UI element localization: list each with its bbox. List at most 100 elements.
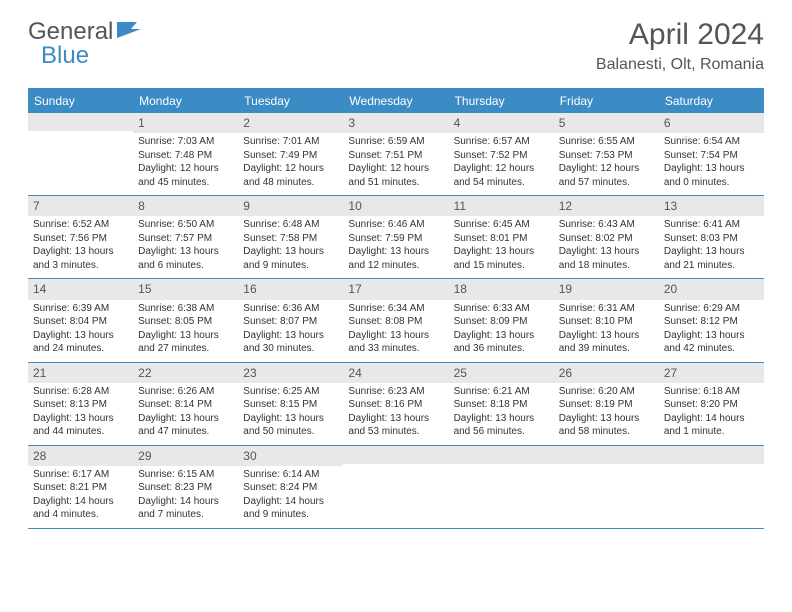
day-cell: 15Sunrise: 6:38 AMSunset: 8:05 PMDayligh… [133,279,238,361]
day-line: Sunrise: 6:41 AM [664,218,759,232]
day-body: Sunrise: 6:46 AMSunset: 7:59 PMDaylight:… [343,216,448,278]
day-line: Daylight: 13 hours and 44 minutes. [33,412,128,439]
day-number: 20 [659,279,764,299]
month-title: April 2024 [596,18,764,52]
day-line: Sunset: 7:59 PM [348,232,443,246]
day-number: 28 [28,446,133,466]
day-line: Sunrise: 6:48 AM [243,218,338,232]
day-line: Daylight: 13 hours and 21 minutes. [664,245,759,272]
day-number: 29 [133,446,238,466]
title-block: April 2024 Balanesti, Olt, Romania [596,18,764,74]
day-line: Sunset: 7:54 PM [664,149,759,163]
day-cell: 25Sunrise: 6:21 AMSunset: 8:18 PMDayligh… [449,363,554,445]
day-body: Sunrise: 6:59 AMSunset: 7:51 PMDaylight:… [343,133,448,195]
day-line: Sunset: 7:49 PM [243,149,338,163]
day-line: Sunrise: 6:34 AM [348,302,443,316]
day-line: Sunset: 8:08 PM [348,315,443,329]
day-body: Sunrise: 6:39 AMSunset: 8:04 PMDaylight:… [28,300,133,362]
day-number: 9 [238,196,343,216]
day-line: Daylight: 13 hours and 30 minutes. [243,329,338,356]
day-number: 24 [343,363,448,383]
day-number: 12 [554,196,659,216]
day-line: Sunset: 8:20 PM [664,398,759,412]
day-number: 26 [554,363,659,383]
day-line: Sunset: 8:15 PM [243,398,338,412]
day-body: Sunrise: 6:33 AMSunset: 8:09 PMDaylight:… [449,300,554,362]
day-number: 5 [554,113,659,133]
day-number: 30 [238,446,343,466]
day-cell: 16 Sunrise: 6:36 AMSunset: 8:07 PMDayligh… [238,279,343,361]
day-line: Daylight: 13 hours and 18 minutes. [559,245,654,272]
day-line: Sunrise: 6:14 AM [243,468,338,482]
day-line: Daylight: 13 hours and 9 minutes. [243,245,338,272]
day-cell: 12Sunrise: 6:43 AMSunset: 8:02 PMDayligh… [554,196,659,278]
day-line: Sunset: 8:23 PM [138,481,233,495]
day-body: Sunrise: 6:20 AMSunset: 8:19 PMDaylight:… [554,383,659,445]
day-line: Daylight: 13 hours and 47 minutes. [138,412,233,439]
day-header-tue: Tuesday [238,89,343,113]
day-number: 21 [28,363,133,383]
week-row: 14Sunrise: 6:39 AMSunset: 8:04 PMDayligh… [28,279,764,362]
day-cell: 11Sunrise: 6:45 AMSunset: 8:01 PMDayligh… [449,196,554,278]
day-cell: 18Sunrise: 6:33 AMSunset: 8:09 PMDayligh… [449,279,554,361]
day-number: 1 [133,113,238,133]
day-cell: 10Sunrise: 6:46 AMSunset: 7:59 PMDayligh… [343,196,448,278]
day-line: Sunrise: 6:57 AM [454,135,549,149]
day-number [28,113,133,131]
day-header-row: Sunday Monday Tuesday Wednesday Thursday… [28,89,764,113]
day-line: Sunrise: 6:52 AM [33,218,128,232]
day-cell: 17Sunrise: 6:34 AMSunset: 8:08 PMDayligh… [343,279,448,361]
day-line: Sunset: 7:57 PM [138,232,233,246]
day-number: 10 [343,196,448,216]
day-line: Sunrise: 6:59 AM [348,135,443,149]
day-cell: 24Sunrise: 6:23 AMSunset: 8:16 PMDayligh… [343,363,448,445]
day-cell: 19Sunrise: 6:31 AMSunset: 8:10 PMDayligh… [554,279,659,361]
day-line: Sunrise: 6:33 AM [454,302,549,316]
day-line: Daylight: 14 hours and 1 minute. [664,412,759,439]
day-cell [554,446,659,528]
day-body: Sunrise: 6:17 AMSunset: 8:21 PMDaylight:… [28,466,133,528]
day-body: Sunrise: 6:48 AMSunset: 7:58 PMDaylight:… [238,216,343,278]
day-header-mon: Monday [133,89,238,113]
calendar: Sunday Monday Tuesday Wednesday Thursday… [28,88,764,529]
day-cell: 9Sunrise: 6:48 AMSunset: 7:58 PMDaylight… [238,196,343,278]
day-line: Sunrise: 6:36 AM [243,302,338,316]
day-body: Sunrise: 6:23 AMSunset: 8:16 PMDaylight:… [343,383,448,445]
day-line: Sunset: 8:07 PM [243,315,338,329]
day-cell: 7Sunrise: 6:52 AMSunset: 7:56 PMDaylight… [28,196,133,278]
day-line: Sunrise: 6:55 AM [559,135,654,149]
day-line: Sunset: 8:04 PM [33,315,128,329]
day-line: Sunrise: 6:46 AM [348,218,443,232]
day-body: Sunrise: 6:50 AMSunset: 7:57 PMDaylight:… [133,216,238,278]
day-line: Daylight: 14 hours and 7 minutes. [138,495,233,522]
day-line: Sunrise: 6:50 AM [138,218,233,232]
day-line: Daylight: 14 hours and 9 minutes. [243,495,338,522]
day-number: 7 [28,196,133,216]
day-body [659,464,764,520]
week-row: 1Sunrise: 7:03 AMSunset: 7:48 PMDaylight… [28,113,764,196]
day-line: Sunset: 8:18 PM [454,398,549,412]
day-line: Daylight: 13 hours and 6 minutes. [138,245,233,272]
day-line: Sunrise: 6:28 AM [33,385,128,399]
logo: General Blue [28,18,143,46]
day-line: Daylight: 13 hours and 36 minutes. [454,329,549,356]
day-body: Sunrise: 6:26 AMSunset: 8:14 PMDaylight:… [133,383,238,445]
day-line: Sunset: 7:56 PM [33,232,128,246]
day-line: Sunrise: 7:03 AM [138,135,233,149]
day-number [449,446,554,464]
day-line: Daylight: 13 hours and 0 minutes. [664,162,759,189]
day-body: Sunrise: 6:14 AMSunset: 8:24 PMDaylight:… [238,466,343,528]
day-line: Sunrise: 6:25 AM [243,385,338,399]
day-body: Sunrise: 7:01 AMSunset: 7:49 PMDaylight:… [238,133,343,195]
day-line: Daylight: 13 hours and 58 minutes. [559,412,654,439]
day-body: Sunrise: 6:29 AMSunset: 8:12 PMDaylight:… [659,300,764,362]
day-line: Daylight: 13 hours and 42 minutes. [664,329,759,356]
day-line: Sunset: 7:53 PM [559,149,654,163]
day-cell: 21Sunrise: 6:28 AMSunset: 8:13 PMDayligh… [28,363,133,445]
day-cell: 22Sunrise: 6:26 AMSunset: 8:14 PMDayligh… [133,363,238,445]
day-line: Sunset: 7:51 PM [348,149,443,163]
day-body: Sunrise: 6:45 AMSunset: 8:01 PMDaylight:… [449,216,554,278]
day-number: 16 [238,279,343,299]
day-line: Sunrise: 7:01 AM [243,135,338,149]
day-line: Sunset: 8:05 PM [138,315,233,329]
